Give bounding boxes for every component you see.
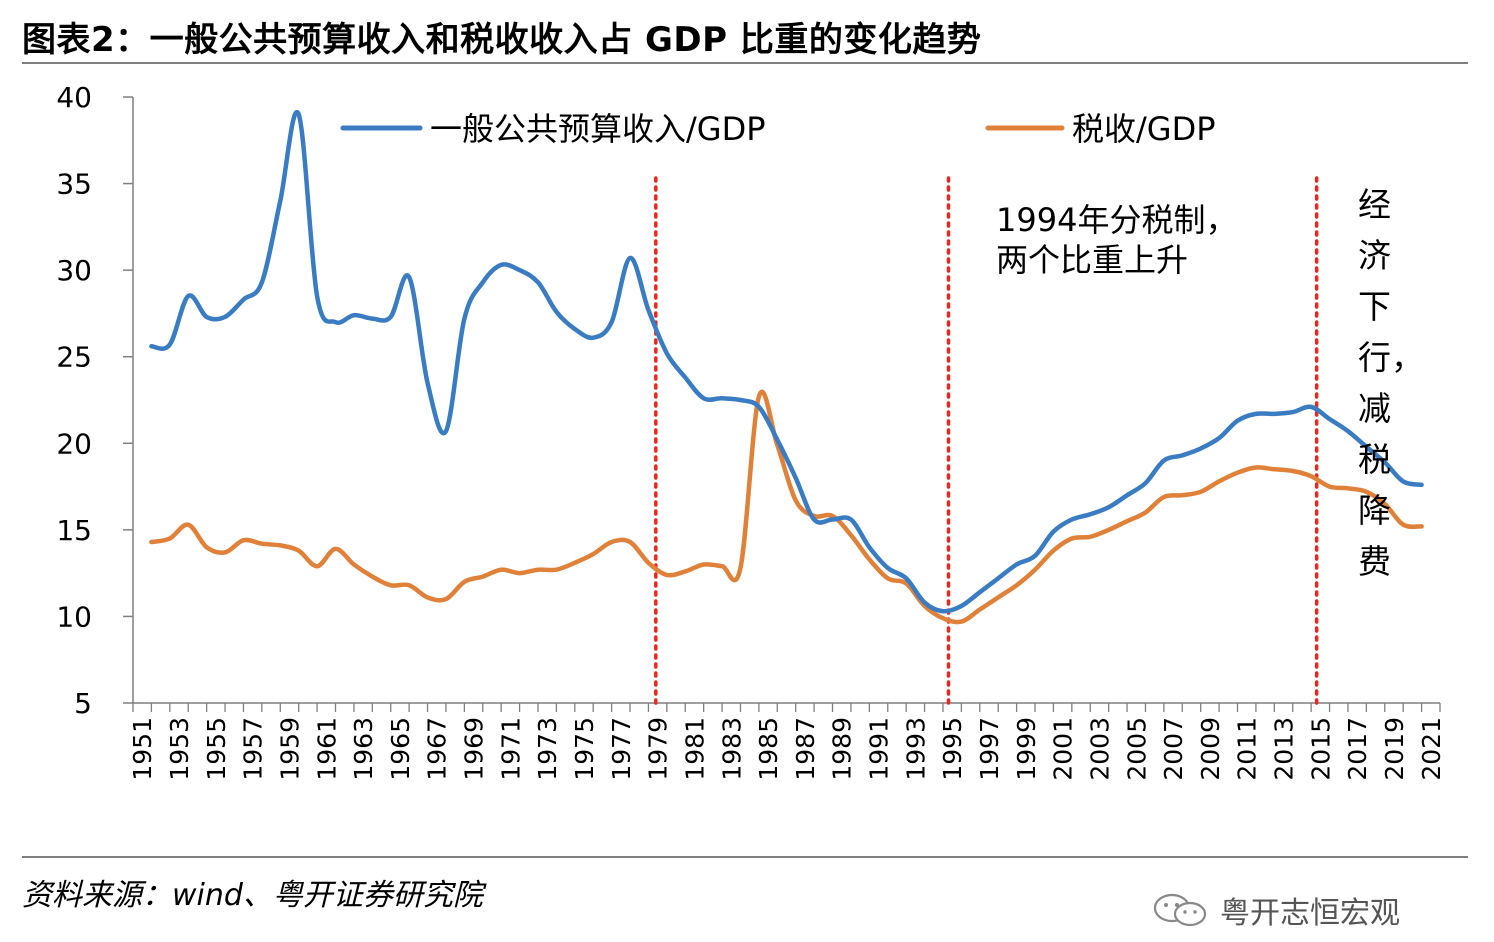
x-tick-label: 1987 [791,717,820,781]
watermark-text: 粤开志恒宏观 [1220,896,1400,931]
x-tick-label: 1963 [349,717,378,781]
line-chart: 5 10 15 20 25 30 35 40 1951 1953 1955 1957 1959 1961 1… [56,81,1446,781]
y-tick-label: 30 [56,254,92,287]
source-note: 资料来源：wind、粤开证券研究院 [22,878,483,913]
wechat-icon [1153,893,1207,927]
x-tick-label: 1997 [975,717,1004,781]
x-tick-label: 1971 [496,717,525,781]
x-tick-label: 1999 [1012,717,1041,781]
annotation-2015-char: 税 [1358,440,1391,479]
y-tick-label: 35 [56,168,92,201]
y-tick-label: 40 [56,81,92,114]
annotation-2015-char: 行， [1358,338,1424,377]
x-tick-label: 2007 [1159,717,1188,781]
annotation-1994-line2: 两个比重上升 [996,241,1188,279]
annotation-2015-char: 济 [1358,236,1391,275]
series-line-tax [149,389,1424,625]
annotation-2015-char: 经 [1358,185,1391,224]
y-tick-label: 25 [56,341,92,374]
x-tick-label: 2009 [1196,717,1225,781]
source-divider [22,856,1468,858]
x-tick-label: 1995 [938,717,967,781]
title-divider [22,62,1468,64]
x-tick-label: 1969 [460,717,489,781]
legend-label-budget-revenue: 一般公共预算收入/GDP [430,110,766,148]
x-tick-label: 1985 [754,717,783,781]
x-tick-label: 1977 [607,717,636,781]
watermark: 粤开志恒宏观 [1150,888,1400,932]
x-tick-label: 1959 [275,717,304,781]
annotation-2015-char: 费 [1358,542,1391,581]
x-tick-label: 1973 [533,717,562,781]
annotation-2015-char: 下 [1358,287,1391,326]
legend-label-tax: 税收/GDP [1072,110,1216,148]
y-tick-label: 10 [56,600,92,633]
series-line-budget-revenue [149,109,1424,614]
page-title: 图表2：一般公共预算收入和税收收入占 GDP 比重的变化趋势 [22,20,982,60]
x-tick-label: 1993 [901,717,930,781]
x-tick-label: 1961 [312,717,341,781]
x-tick-label: 1975 [570,717,599,781]
y-tick-label: 20 [56,427,92,460]
x-tick-label: 1965 [386,717,415,781]
x-tick-label: 2003 [1085,717,1114,781]
y-tick-label: 15 [56,514,92,547]
x-tick-label: 2013 [1270,717,1299,781]
x-tick-label: 2021 [1417,717,1446,781]
x-tick-label: 2015 [1306,717,1335,781]
x-tick-label: 1979 [644,717,673,781]
annotation-1994-line1: 1994年分税制， [996,201,1237,239]
x-tick-label: 1981 [680,717,709,781]
x-tick-label: 2019 [1380,717,1409,781]
x-tick-label: 2001 [1049,717,1078,781]
x-tick-label: 1983 [717,717,746,781]
x-tick-label: 2011 [1233,717,1262,781]
x-tick-label: 1967 [423,717,452,781]
annotation-2015-char: 降 [1358,491,1391,530]
y-tick-label: 5 [74,687,92,720]
x-tick-label: 1955 [202,717,231,781]
x-tick-label: 2017 [1343,717,1372,781]
x-tick-label: 1953 [165,717,194,781]
x-tick-label: 1951 [128,717,157,781]
x-tick-label: 1957 [239,717,268,781]
x-tick-label: 1989 [828,717,857,781]
x-tick-label: 1991 [865,717,894,781]
x-tick-label: 2005 [1122,717,1151,781]
annotation-2015-char: 减 [1358,389,1391,428]
